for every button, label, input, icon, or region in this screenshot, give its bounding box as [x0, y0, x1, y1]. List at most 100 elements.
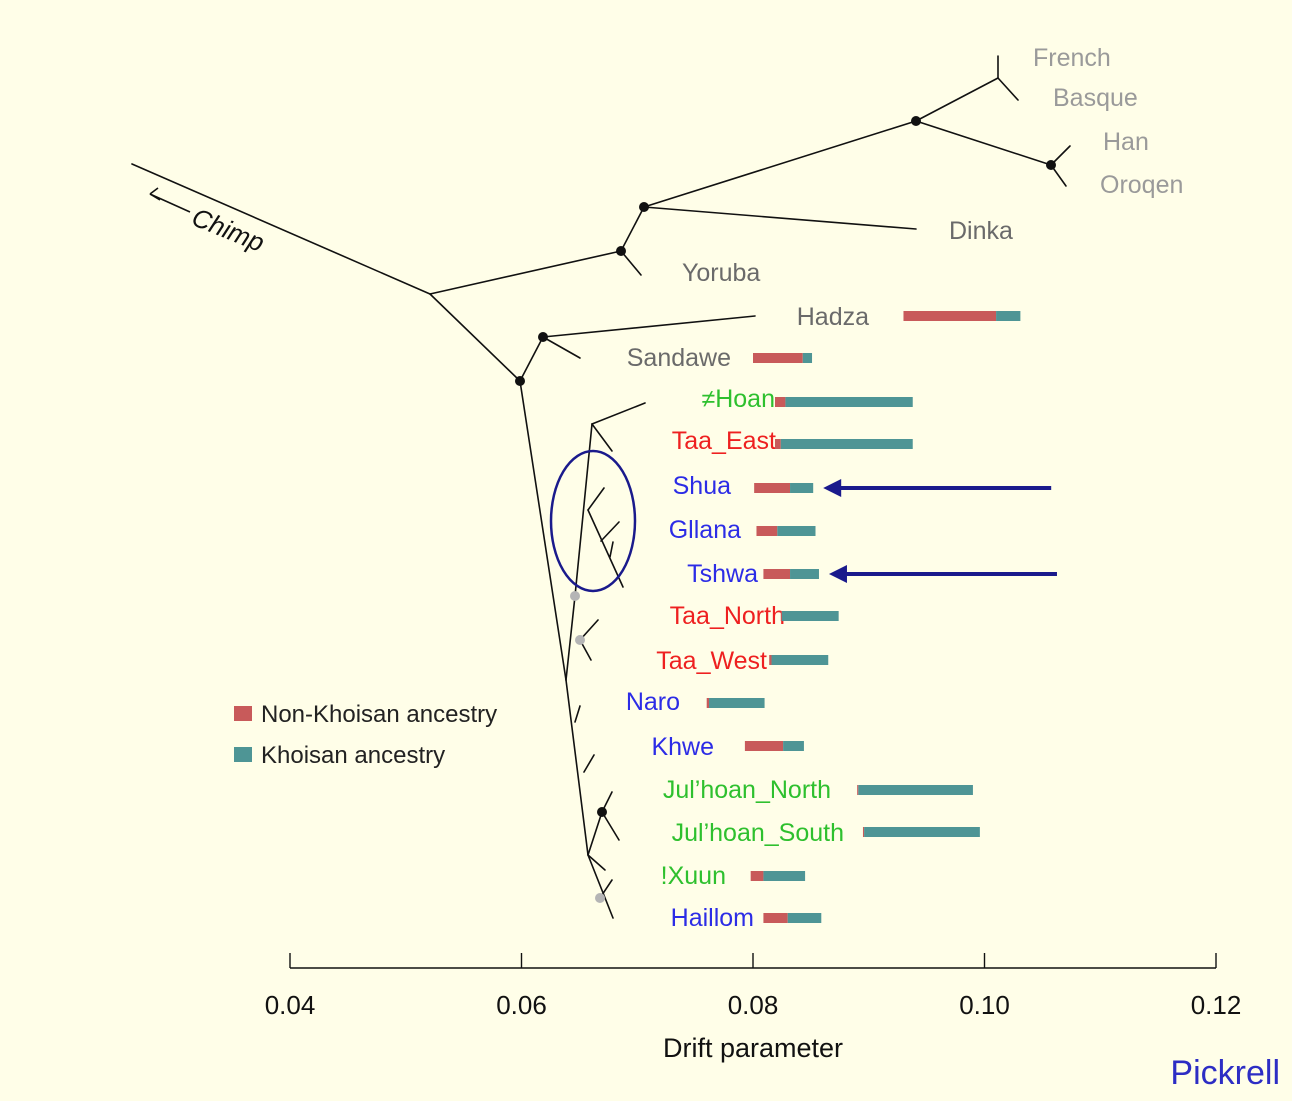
bar-non-khoisan-haillom — [763, 913, 788, 923]
highlight-arrow-head-tshwa — [828, 565, 847, 583]
branch-khoisan-trunk — [519, 380, 567, 681]
bar-khoisan-taa-west — [771, 655, 829, 665]
population-label-yoruba: Yoruba — [682, 259, 760, 287]
node-major — [597, 807, 607, 817]
branch-main — [429, 250, 622, 295]
bar-khoisan-taa-north — [781, 611, 839, 621]
chimp-arrow-shaft — [149, 193, 191, 213]
x-axis-title: Drift parameter — [663, 1033, 843, 1063]
population-label-taa-east: Taa_East — [672, 427, 776, 455]
bar-khoisan-hoan — [785, 397, 913, 407]
population-label-taa-north: Taa_North — [670, 602, 785, 630]
x-tick-label: 0.10 — [959, 990, 1010, 1020]
node-minor — [575, 635, 585, 645]
population-label-xuun: !Xuun — [661, 862, 726, 890]
bar-non-khoisan-hoan — [774, 397, 786, 407]
population-label-dinka: Dinka — [949, 217, 1013, 245]
node-major — [616, 246, 626, 256]
bar-non-khoisan-sandawe — [753, 353, 803, 363]
bar-khoisan-jul-hoan-north — [858, 785, 973, 795]
x-tick-label: 0.12 — [1191, 990, 1242, 1020]
bar-non-khoisan-khwe — [744, 741, 784, 751]
bar-non-khoisan-hadza — [903, 311, 997, 321]
population-label-hoan: ≠Hoan — [702, 385, 776, 413]
bar-non-khoisan-tshwa — [763, 569, 791, 579]
node-major — [639, 202, 649, 212]
legend-label-khoisan: Khoisan ancestry — [261, 742, 445, 769]
tree-nodes — [515, 116, 1056, 903]
branch-basque — [997, 77, 1019, 101]
bar-khoisan-tshwa — [790, 569, 819, 579]
node-minor — [570, 591, 580, 601]
branch-juhoan-node — [587, 811, 603, 856]
bar-non-khoisan-jul-hoan-south — [862, 827, 865, 837]
branch-haillom — [587, 854, 614, 919]
ancestry-bars — [706, 311, 1021, 923]
branch-to-europe — [915, 77, 999, 122]
population-labels: French Basque Han Oroqen Dinka Yoruba Hadza San… — [626, 44, 1184, 932]
bar-non-khoisan-gllana — [756, 526, 778, 536]
branch-to-east-africa — [429, 293, 521, 382]
population-label-tshwa: Tshwa — [687, 560, 758, 588]
legend-swatch-non-khoisan — [234, 706, 252, 721]
branch-gllana — [600, 521, 620, 542]
bar-khoisan-haillom — [787, 913, 822, 923]
bar-non-khoisan-naro — [706, 698, 710, 708]
credit-text: Pickrell — [1170, 1054, 1280, 1092]
population-label-taa-west: Taa_West — [656, 647, 767, 675]
highlights — [549, 449, 1057, 593]
node-minor — [595, 893, 605, 903]
bar-khoisan-xuun — [763, 871, 806, 881]
bar-khoisan-sandawe — [802, 353, 813, 363]
branch-to-dinka-node — [620, 206, 645, 252]
node-major — [1046, 160, 1056, 170]
branch-naro — [574, 705, 581, 723]
branch-tshwa — [609, 541, 614, 558]
node-major — [515, 376, 525, 386]
branch-hoan — [591, 402, 646, 425]
branch-hadza — [542, 315, 756, 338]
branch-shua — [587, 487, 605, 511]
branch-south-trunk — [565, 679, 589, 856]
branch-hadza-node — [519, 336, 544, 382]
population-label-han: Han — [1103, 128, 1149, 156]
bar-non-khoisan-shua — [754, 483, 791, 493]
branch-juhoan-south — [601, 811, 620, 841]
chimp-arrow-head — [149, 187, 161, 201]
branch-north-node — [565, 595, 576, 681]
highlight-ellipse — [549, 449, 637, 593]
branch-khwe — [583, 754, 595, 773]
population-label-basque: Basque — [1053, 84, 1138, 112]
bar-khoisan-taa-east — [780, 439, 913, 449]
population-label-shua: Shua — [673, 472, 731, 500]
bar-khoisan-naro — [709, 698, 765, 708]
branch-to-asia — [915, 120, 1052, 166]
branch-yoruba — [620, 250, 642, 276]
legend-swatch-khoisan — [234, 747, 252, 762]
outgroup-label: Chimp — [188, 202, 269, 258]
node-major — [911, 116, 921, 126]
legend-label-non-khoisan: Non-Khoisan ancestry — [261, 701, 497, 728]
legend: Non-Khoisan ancestry Khoisan ancestry — [234, 701, 497, 769]
population-label-oroqen: Oroqen — [1100, 171, 1183, 199]
bar-non-khoisan-taa-west — [769, 655, 772, 665]
bar-khoisan-shua — [790, 483, 814, 493]
branch-xuun — [587, 854, 606, 871]
population-label-haillom: Haillom — [671, 904, 754, 932]
x-tick-label: 0.06 — [496, 990, 547, 1020]
bar-khoisan-khwe — [783, 741, 804, 751]
bar-khoisan-hadza — [996, 311, 1021, 321]
branch-khoisan-upper — [574, 423, 593, 597]
population-label-sandawe: Sandawe — [627, 344, 731, 372]
population-label-jul-hoan-south: Jul’hoan_South — [672, 819, 844, 847]
branch-outgroup — [131, 163, 431, 295]
highlight-arrow-head-shua — [823, 479, 842, 497]
bar-non-khoisan-taa-east — [774, 439, 781, 449]
population-label-khwe: Khwe — [651, 733, 714, 761]
population-label-hadza: Hadza — [797, 303, 869, 331]
branch-taa-east — [591, 423, 613, 452]
population-label-jul-hoan-north: Jul’hoan_North — [663, 776, 831, 804]
bar-non-khoisan-taa-north — [780, 611, 782, 621]
node-major — [538, 332, 548, 342]
